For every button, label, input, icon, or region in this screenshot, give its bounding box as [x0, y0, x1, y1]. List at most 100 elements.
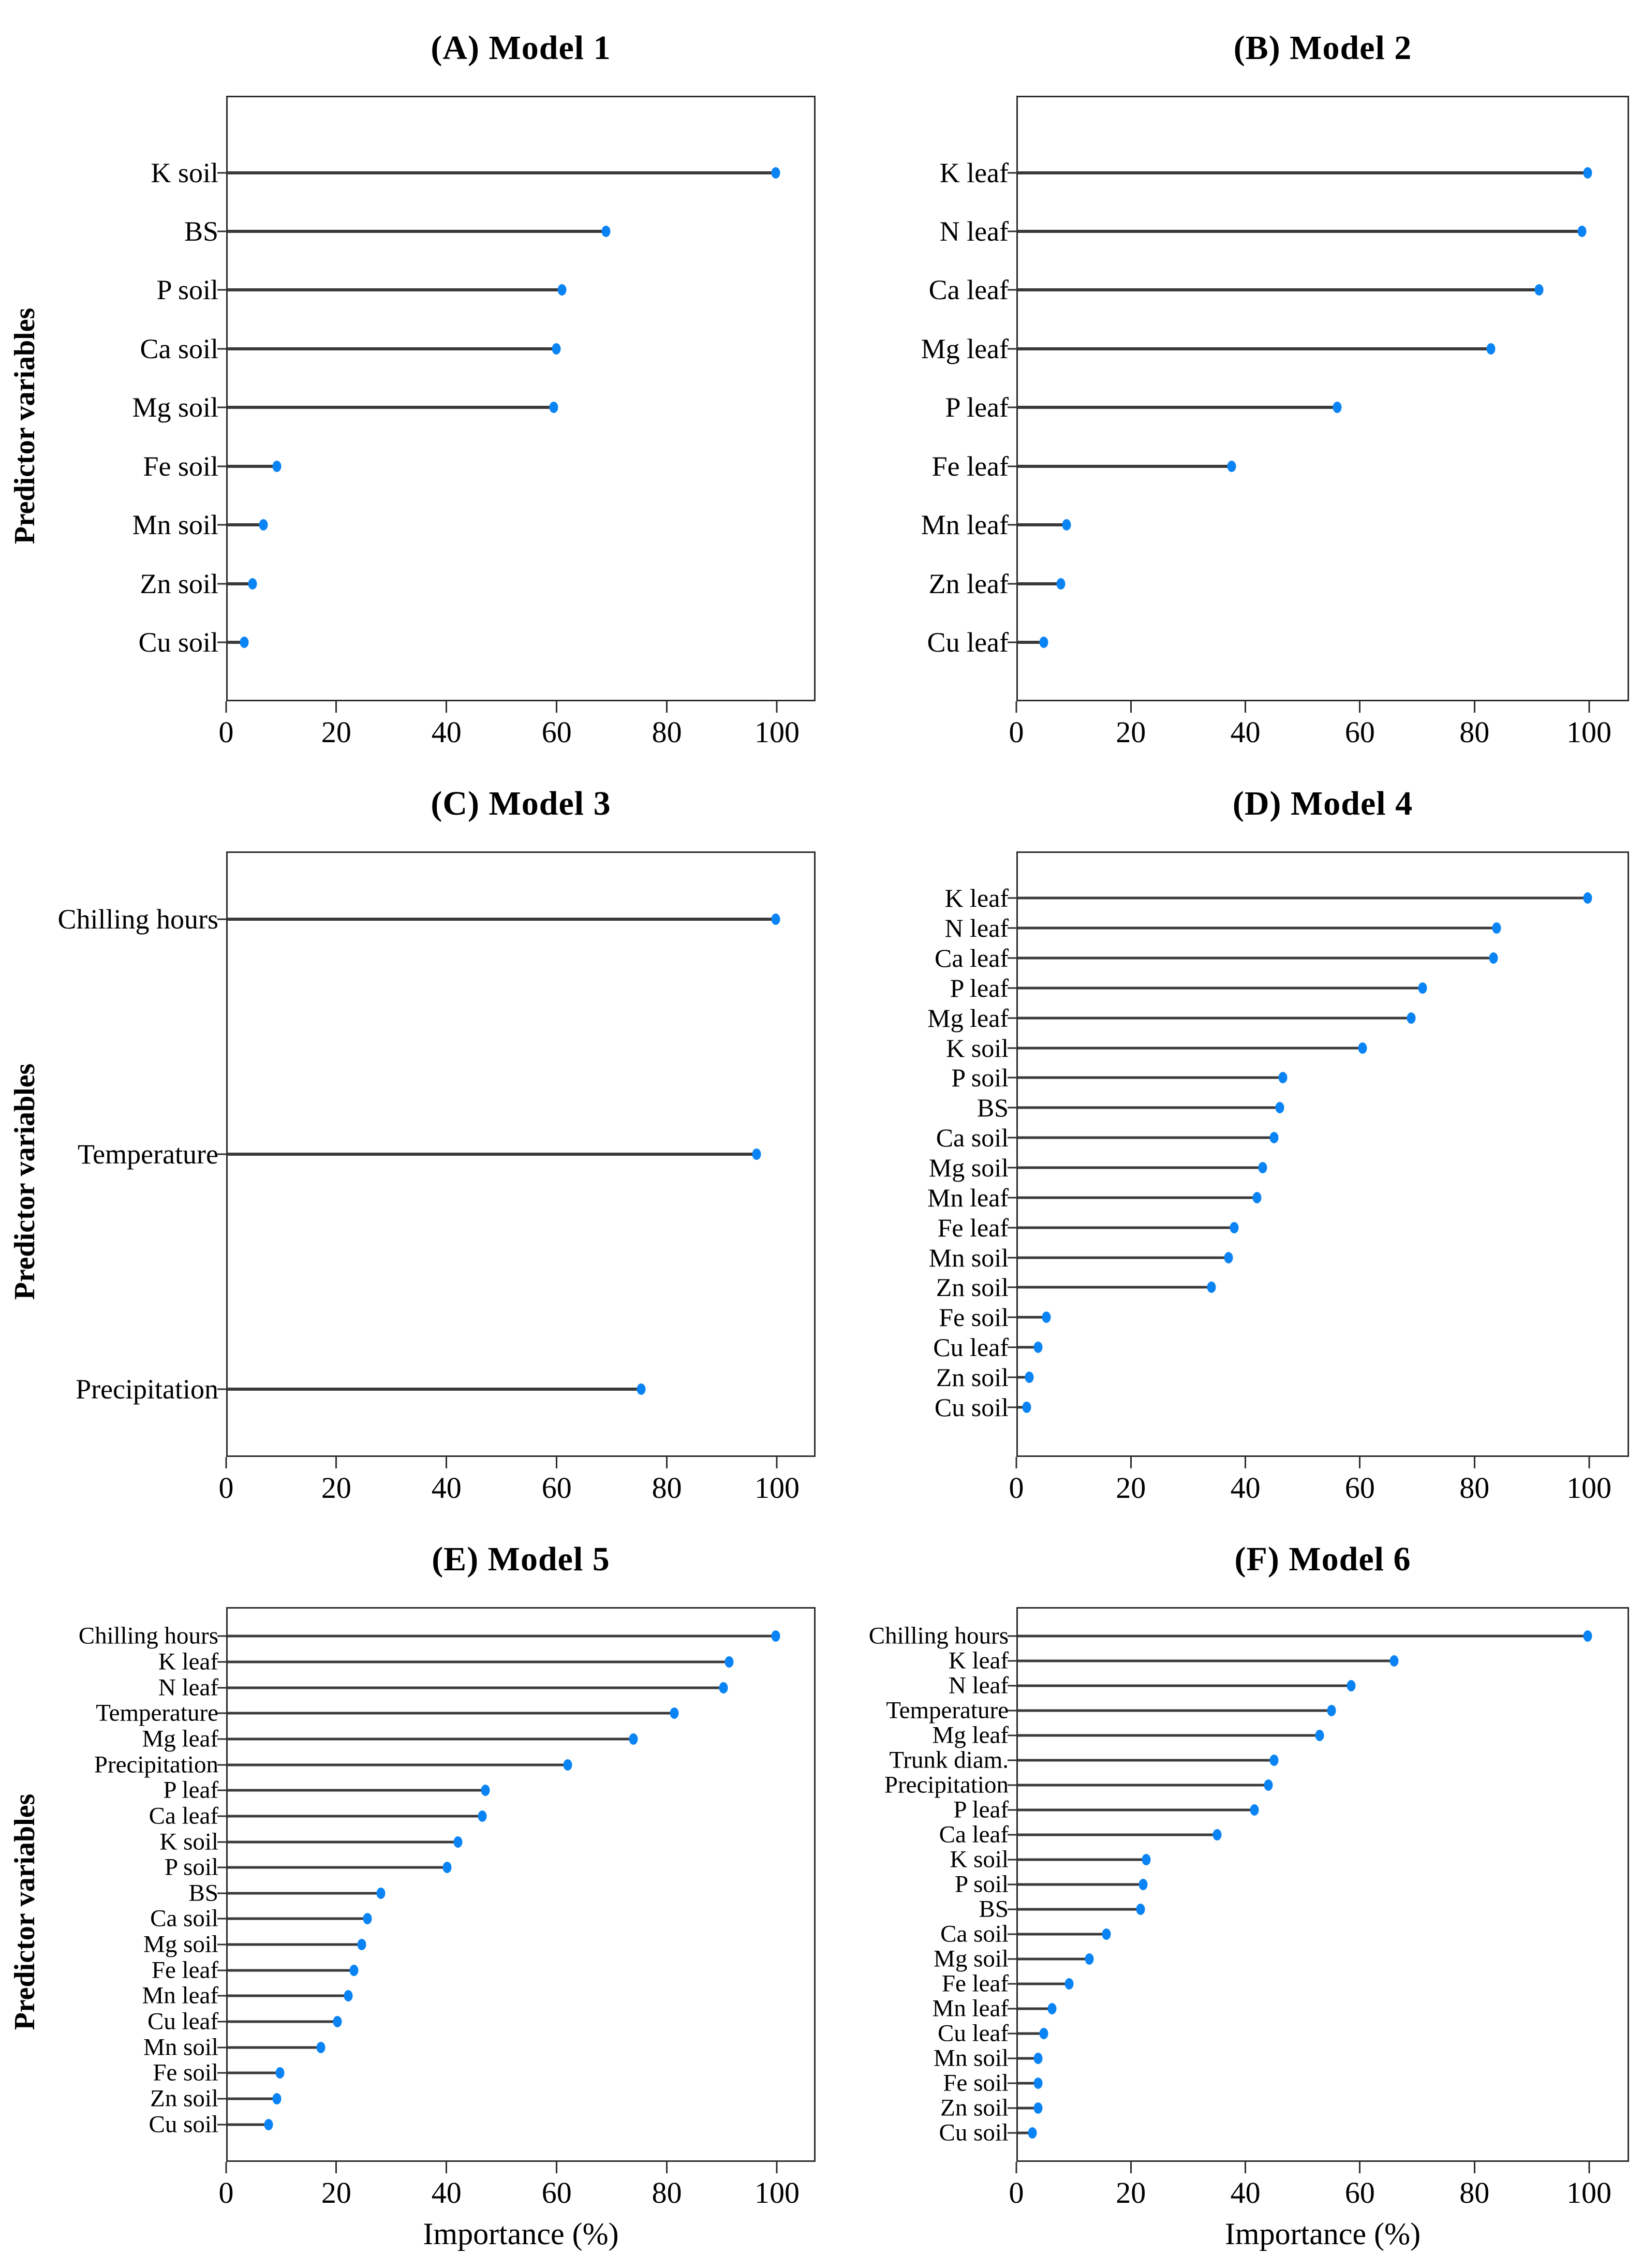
category-label: K soil [946, 1033, 1009, 1063]
y-tick-mark [217, 2072, 228, 2074]
y-tick-mark [217, 1764, 228, 1766]
stem [228, 1943, 362, 1946]
stem [228, 288, 562, 292]
stem [1018, 1376, 1030, 1379]
data-point [1258, 1162, 1267, 1174]
category-label: Ca soil [940, 1920, 1009, 1948]
stem [1018, 1759, 1275, 1762]
stem [1018, 1957, 1089, 1961]
category-label: N leaf [158, 1674, 218, 1701]
x-tick-100: 100 [1566, 2162, 1611, 2210]
x-tick-mark [1588, 701, 1590, 713]
data-point [272, 2093, 282, 2105]
x-tick-label: 40 [1230, 2176, 1261, 2210]
category-label: Mg soil [928, 1153, 1009, 1183]
category-label: Fe soil [143, 450, 218, 482]
y-tick-mark [1008, 987, 1018, 989]
y-tick-mark [217, 1815, 228, 1817]
x-tick-label: 40 [431, 2176, 462, 2210]
x-tick-mark [446, 701, 448, 713]
stem [228, 229, 606, 233]
x-tick-mark [1588, 2162, 1590, 2173]
x-tick-label: 100 [1566, 715, 1612, 749]
data-point [1269, 1755, 1279, 1766]
category-label: Zn soil [936, 1273, 1009, 1302]
x-tick-label: 0 [1009, 715, 1024, 749]
category-label: P soil [951, 1063, 1009, 1093]
category-label: Cu leaf [147, 2008, 218, 2035]
y-axis-title: Predictor variables [8, 307, 41, 544]
data-point [1358, 1042, 1367, 1054]
category-label: Cu leaf [927, 627, 1009, 658]
data-point [549, 402, 558, 414]
data-point [752, 1148, 761, 1160]
x-tick-mark [556, 1457, 558, 1468]
stem [1018, 1784, 1269, 1787]
stem [228, 1815, 483, 1818]
stem [1018, 986, 1423, 990]
stem [1018, 1256, 1229, 1259]
category-label: Ca leaf [928, 274, 1009, 306]
category-label: Cu soil [939, 2119, 1009, 2146]
x-tick-40: 40 [1231, 701, 1261, 749]
x-tick-0: 0 [219, 701, 234, 749]
stem [228, 1840, 458, 1844]
x-tick-mark [556, 2162, 558, 2173]
category-label: Fe leaf [937, 1213, 1009, 1242]
y-tick-mark [1008, 1834, 1018, 1836]
x-tick-mark [1130, 1457, 1132, 1468]
category-label: K leaf [944, 883, 1009, 913]
x-tick-label: 40 [431, 715, 462, 749]
x-axis-ticks-model-5: 0 20 40 60 80 100 [219, 2162, 816, 2216]
x-tick-80: 80 [652, 1457, 682, 1505]
category-label: P soil [954, 1871, 1009, 1898]
data-point [1583, 167, 1592, 179]
x-tick-40: 40 [432, 701, 462, 749]
x-tick-100: 100 [755, 701, 800, 749]
category-label: Mg leaf [932, 1721, 1009, 1749]
data-point [1486, 343, 1496, 355]
y-tick-mark [217, 1712, 228, 1714]
data-point [349, 1964, 359, 1976]
stem [228, 2097, 277, 2100]
stem [1018, 1709, 1332, 1712]
y-tick-mark [1008, 897, 1018, 899]
stem [228, 1763, 568, 1766]
x-tick-60: 60 [1345, 1457, 1375, 1505]
x-tick-mark [1130, 701, 1132, 713]
data-point [1033, 2077, 1043, 2089]
data-point [1264, 1779, 1273, 1791]
stem [1018, 1734, 1320, 1737]
y-tick-mark [217, 2046, 228, 2049]
panel-title-model-1: (A) Model 1 [431, 28, 611, 67]
category-label: Cu soil [934, 1392, 1009, 1422]
stem [228, 1153, 757, 1156]
x-tick-label: 60 [1344, 1471, 1375, 1505]
category-label: K soil [159, 1828, 218, 1855]
y-tick-mark [217, 1789, 228, 1791]
x-tick-mark [1473, 1457, 1475, 1468]
data-point [259, 519, 268, 531]
x-tick-mark [1473, 701, 1475, 713]
x-tick-60: 60 [542, 2162, 572, 2210]
data-point [1033, 2052, 1043, 2064]
y-tick-mark [217, 1635, 228, 1637]
stem [228, 1994, 348, 1997]
category-label: BS [977, 1093, 1009, 1123]
category-label: K leaf [939, 157, 1009, 188]
y-tick-mark [1008, 465, 1018, 467]
category-label: Mn soil [132, 509, 218, 541]
x-tick-80: 80 [1459, 2162, 1489, 2210]
x-tick-0: 0 [1009, 701, 1024, 749]
y-tick-mark [217, 1943, 228, 1946]
category-label: P leaf [953, 1796, 1009, 1823]
stem [228, 2020, 337, 2023]
category-label-gutter [49, 851, 226, 1511]
x-tick-mark [666, 1457, 668, 1468]
category-label: K leaf [158, 1648, 218, 1675]
x-tick-mark [1473, 2162, 1475, 2173]
x-tick-label: 0 [1009, 2176, 1024, 2210]
stem [1018, 288, 1540, 292]
y-tick-mark [1008, 1759, 1018, 1761]
x-tick-60: 60 [1345, 2162, 1375, 2210]
